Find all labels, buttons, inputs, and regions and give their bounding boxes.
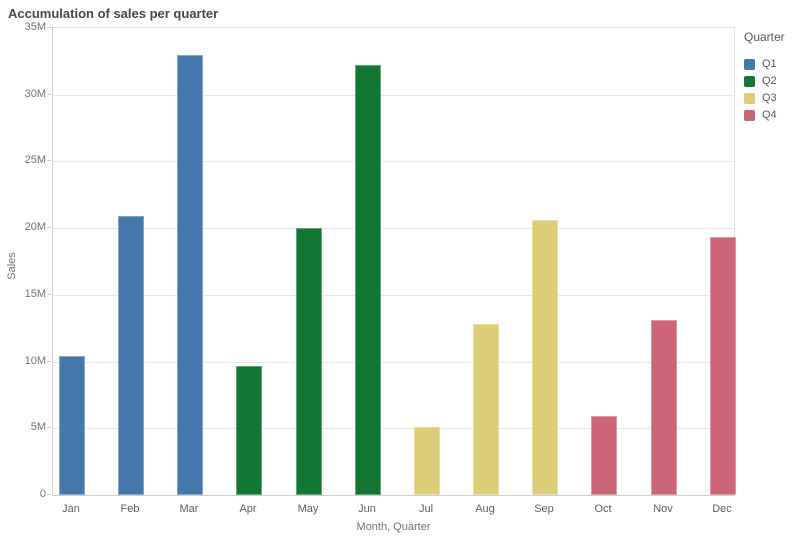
bar-dec[interactable] — [710, 237, 736, 495]
bar-sep[interactable] — [532, 220, 558, 495]
legend: Quarter Q1 Q2 Q3 Q4 — [744, 30, 798, 127]
y-tick-label: 5M — [30, 421, 46, 433]
x-tick-label-may: May — [297, 503, 319, 515]
x-tick-label-aug: Aug — [475, 503, 495, 515]
x-tick-label-nov: Nov — [653, 503, 673, 515]
bar-apr[interactable] — [236, 366, 262, 495]
x-tick-label-dec: Dec — [712, 503, 732, 515]
legend-item-q3[interactable]: Q3 — [744, 93, 798, 104]
y-tick-mark — [47, 27, 51, 28]
x-tick-label-apr: Apr — [239, 503, 257, 515]
x-tick-label-jun: Jun — [358, 503, 376, 515]
legend-item-label: Q2 — [762, 75, 777, 87]
legend-item-label: Q4 — [762, 109, 777, 121]
legend-swatch-q1 — [744, 59, 755, 70]
bar-aug[interactable] — [473, 324, 499, 495]
gridline — [53, 95, 734, 96]
gridline — [53, 362, 734, 363]
y-tick-label: 35M — [24, 21, 46, 33]
gridline — [53, 428, 734, 429]
y-tick-mark — [47, 227, 51, 228]
legend-swatch-q3 — [744, 93, 755, 104]
legend-item-q2[interactable]: Q2 — [744, 76, 798, 87]
bar-jan[interactable] — [59, 356, 85, 495]
legend-swatch-q2 — [744, 76, 755, 87]
y-tick-mark — [47, 160, 51, 161]
y-tick-label: 0 — [39, 488, 46, 500]
plot-area — [52, 27, 736, 496]
legend-item-label: Q3 — [762, 92, 777, 104]
x-tick-label-mar: Mar — [179, 503, 199, 515]
x-tick-label-oct: Oct — [594, 503, 612, 515]
y-tick-mark — [47, 427, 51, 428]
y-tick-label: 15M — [24, 288, 46, 300]
legend-title: Quarter — [744, 30, 785, 44]
y-tick-mark — [47, 294, 51, 295]
y-tick-mark — [47, 361, 51, 362]
y-axis-title: Sales — [6, 252, 18, 280]
x-tick-label-sep: Sep — [534, 503, 554, 515]
bar-mar[interactable] — [177, 55, 203, 495]
legend-item-q1[interactable]: Q1 — [744, 59, 798, 70]
chart-title: Accumulation of sales per quarter — [8, 6, 219, 21]
x-tick-label-jul: Jul — [418, 503, 434, 515]
gridline — [53, 161, 734, 162]
y-tick-mark — [47, 94, 51, 95]
legend-item-q4[interactable]: Q4 — [744, 110, 798, 121]
bar-feb[interactable] — [118, 216, 144, 495]
bar-may[interactable] — [296, 228, 322, 495]
y-tick-label: 10M — [24, 355, 46, 367]
x-tick-label-jan: Jan — [62, 503, 80, 515]
legend-item-label: Q1 — [762, 58, 777, 70]
legend-items: Q1 Q2 Q3 Q4 — [744, 59, 798, 121]
x-axis-title: Month, Quarter — [356, 521, 431, 533]
y-tick-label: 30M — [24, 88, 46, 100]
y-tick-label: 20M — [24, 221, 46, 233]
x-tick-label-feb: Feb — [120, 503, 140, 515]
bar-oct[interactable] — [591, 416, 617, 495]
gridline — [53, 295, 734, 296]
bar-jul[interactable] — [414, 427, 440, 495]
bar-nov[interactable] — [651, 320, 677, 495]
legend-swatch-q4 — [744, 110, 755, 121]
y-tick-mark — [47, 494, 51, 495]
bar-jun[interactable] — [355, 65, 381, 495]
y-tick-label: 25M — [24, 154, 46, 166]
gridline — [53, 228, 734, 229]
